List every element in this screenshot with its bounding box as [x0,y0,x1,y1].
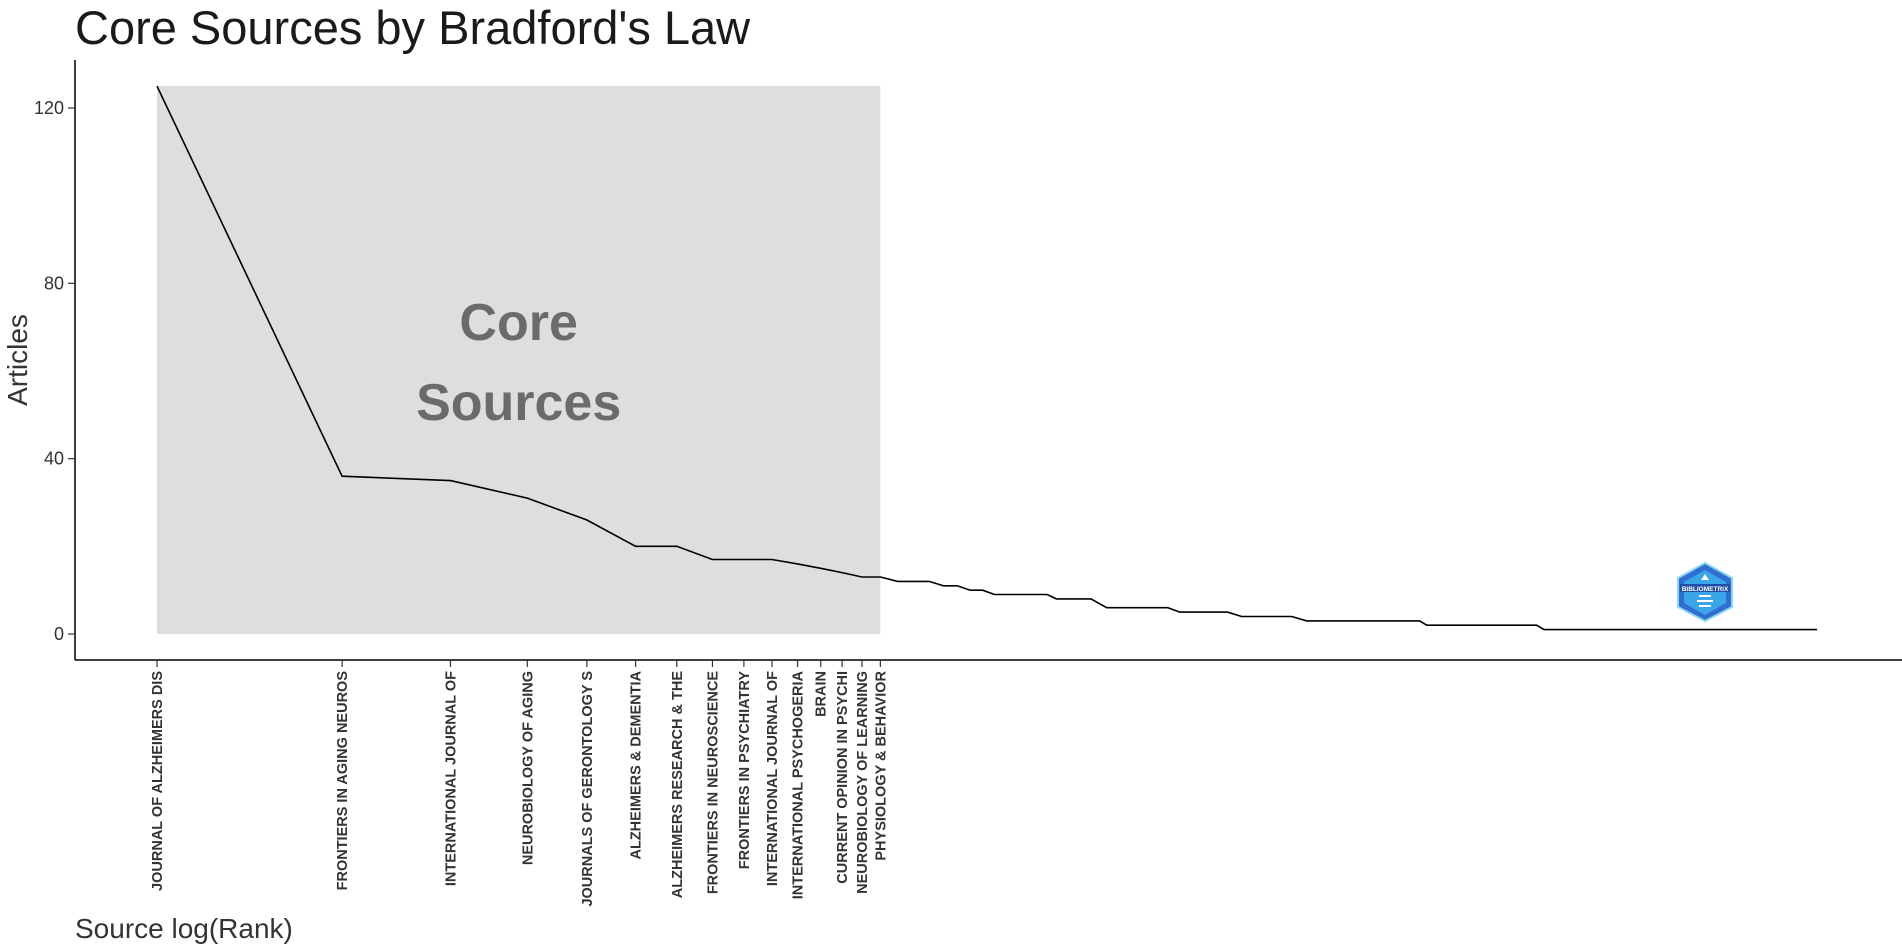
core-sources-annotation: Core [459,294,577,352]
core-sources-annotation: Sources [416,374,621,432]
x-tick-label: ALZHEIMERS & DEMENTIA [629,670,645,859]
x-tick-label: JOURNALS OF GERONTOLOGY S [580,671,596,907]
x-tick-label: INTERNATIONAL PSYCHOGERIA [791,670,807,899]
svg-text:BIBLIOMETRIX: BIBLIOMETRIX [1682,586,1729,593]
articles-series-line [156,85,1817,631]
x-tick-label: JOURNAL OF ALZHEIMERS DIS [150,671,166,891]
y-axis-title: Articles [2,314,33,406]
x-tick-label: INTERNATIONAL JOURNAL OF [765,671,781,886]
x-tick-label: FRONTIERS IN AGING NEUROS [335,671,351,891]
y-tick-label: 0 [54,624,64,644]
y-tick-label: 120 [34,98,64,118]
y-tick-label: 40 [44,449,64,469]
chart-title: Core Sources by Bradford's Law [75,1,751,54]
bibliometrix-logo-icon: BIBLIOMETRIX [1677,561,1733,623]
x-tick-label: NEUROBIOLOGY OF LEARNING [855,671,871,894]
x-tick-label: BRAIN [814,671,830,717]
x-tick-label: FRONTIERS IN PSYCHIATRY [737,671,753,870]
x-tick-label: PHYSIOLOGY & BEHAVIOR [873,670,889,860]
x-tick-label: INTERNATIONAL JOURNAL OF [443,671,459,886]
x-tick-label: NEUROBIOLOGY OF AGING [520,671,536,865]
y-tick-label: 80 [44,273,64,293]
x-tick-label: FRONTIERS IN NEUROSCIENCE [705,671,721,894]
core-sources-zone [157,86,881,635]
x-axis-title: Source log(Rank) [75,913,293,944]
x-tick-label: CURRENT OPINION IN PSYCHI [835,671,851,884]
x-tick-label: ALZHEIMERS RESEARCH & THE [670,671,686,899]
